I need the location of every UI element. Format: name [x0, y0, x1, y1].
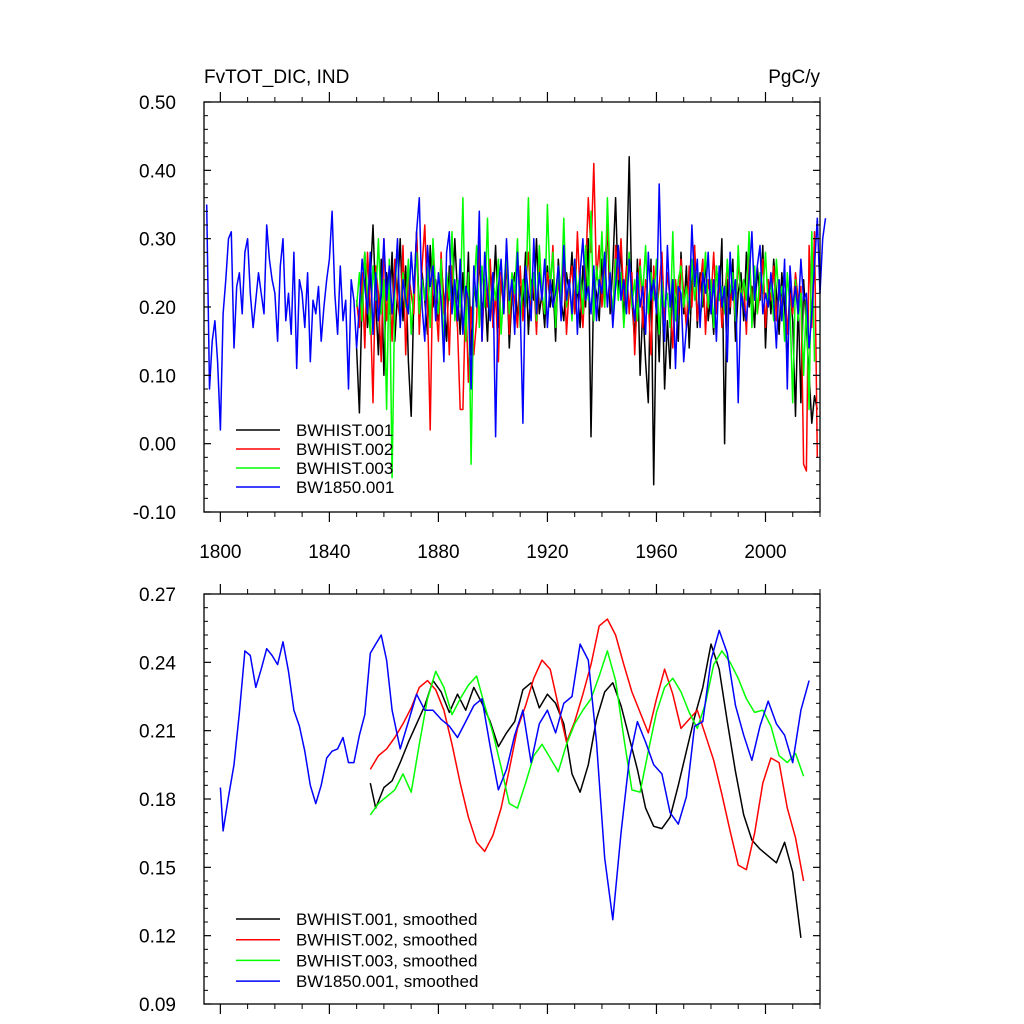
bottom-series-line-2: [369, 618, 805, 882]
top-series-line-4: [205, 183, 827, 438]
bottom-panel: 0.09 0.12 0.15 0.18 0.21 0.24 0.27 BWHIST.001,…: [139, 584, 821, 1016]
legend-label: BWHIST.003, smoothed: [296, 951, 477, 970]
y-tick-label: 0.15: [139, 858, 176, 879]
bottom-series-group: [219, 618, 810, 938]
y-tick-label: 0.40: [139, 161, 176, 182]
legend-label: BWHIST.001: [296, 421, 393, 440]
chart-title: FvTOT_DIC, IND: [204, 67, 349, 88]
x-tick-label: 1840: [308, 542, 350, 563]
units-label: PgC/y: [768, 67, 820, 88]
x-tick-label: 2000: [744, 542, 786, 563]
y-tick-label: -0.10: [133, 503, 176, 524]
top-series-line-3: [355, 196, 816, 479]
legend-label: BWHIST.002, smoothed: [296, 931, 477, 950]
y-tick-label: 0.10: [139, 366, 176, 387]
x-tick-label: 1960: [635, 542, 677, 563]
top-axis-ticks: -0.10 0.00 0.10 0.20 0.30 0.40 0.50 1800 1840 188…: [133, 92, 821, 563]
x-tick-label: 1880: [417, 542, 459, 563]
legend-label: BWHIST.003: [296, 459, 393, 478]
bottom-legend: BWHIST.001, smoothed BWHIST.002, smoothed…: [236, 910, 478, 991]
y-tick-label: 0.12: [139, 927, 176, 948]
y-tick-label: 0.20: [139, 298, 176, 319]
bottom-series-line-3: [369, 650, 805, 816]
x-tick-label: 1800: [199, 542, 241, 563]
top-series-group: [205, 155, 827, 486]
bottom-axis-ticks: 0.09 0.12 0.15 0.18 0.21 0.24 0.27: [139, 584, 821, 1016]
y-tick-label: 0.09: [139, 995, 176, 1016]
y-tick-label: 0.24: [139, 653, 176, 674]
legend-label: BW1850.001, smoothed: [296, 972, 478, 991]
top-panel: FvTOT_DIC, IND PgC/y -0.10 0.00 0.10 0.20 0.…: [133, 67, 827, 563]
y-tick-label: 0.18: [139, 790, 176, 811]
legend-label: BWHIST.002: [296, 440, 393, 459]
y-tick-label: 0.00: [139, 435, 176, 456]
y-tick-label: 0.30: [139, 230, 176, 251]
legend-label: BWHIST.001, smoothed: [296, 910, 477, 929]
x-tick-label: 1920: [526, 542, 568, 563]
y-tick-label: 0.27: [139, 585, 176, 606]
bottom-series-line-4: [219, 629, 810, 921]
y-tick-label: 0.50: [139, 93, 176, 114]
y-tick-label: 0.21: [139, 722, 176, 743]
legend-label: BW1850.001: [296, 478, 394, 497]
bottom-series-line-1: [369, 643, 802, 938]
